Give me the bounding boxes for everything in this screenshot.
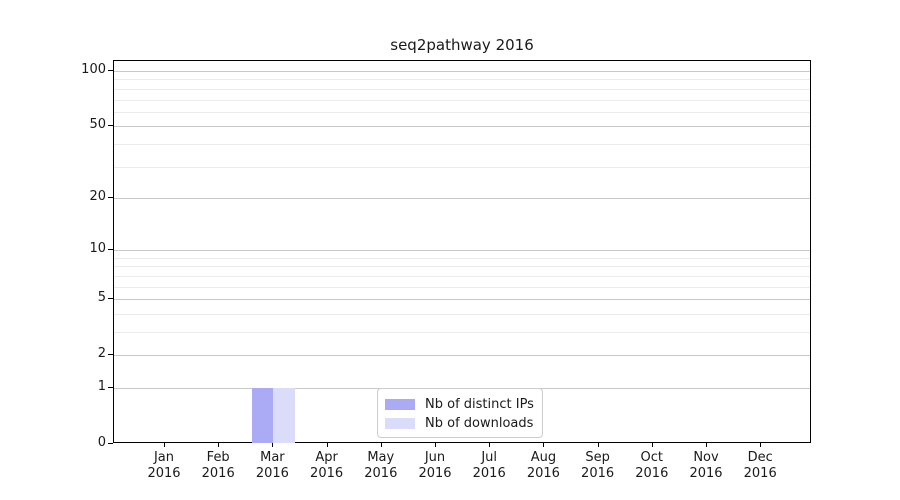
x-tick-mark — [218, 443, 220, 447]
gridline-minor — [114, 257, 810, 259]
x-tick-label: Oct 2016 — [635, 450, 669, 481]
gridline-major — [114, 197, 810, 199]
y-tick-mark — [108, 249, 113, 251]
gridline-minor — [114, 166, 810, 168]
x-tick-mark — [164, 443, 165, 447]
y-tick-label: 20 — [89, 188, 106, 204]
x-tick-label: Sep 2016 — [581, 450, 615, 481]
gridline-major — [114, 126, 810, 128]
gridline-minor — [114, 79, 810, 81]
x-tick-mark — [597, 443, 599, 447]
gridline-minor — [114, 266, 810, 268]
y-tick-label: 5 — [97, 290, 106, 306]
x-tick-mark — [489, 443, 491, 447]
gridline-minor — [114, 332, 810, 333]
gridline-minor — [114, 286, 810, 288]
y-tick-label: 100 — [81, 62, 106, 77]
x-tick-label: Nov 2016 — [689, 450, 723, 481]
gridline-major — [114, 71, 810, 72]
y-tick-mark — [108, 196, 113, 198]
legend-swatch-distinct-ips — [385, 399, 415, 410]
x-tick-mark — [706, 443, 707, 447]
legend: Nb of distinct IPs Nb of downloads — [377, 388, 543, 438]
legend-swatch-downloads — [385, 418, 415, 429]
x-tick-mark — [760, 443, 762, 447]
y-tick-mark — [108, 443, 113, 444]
y-tick-mark — [108, 354, 113, 356]
x-tick-mark — [435, 443, 436, 447]
y-tick-label: 1 — [97, 379, 106, 394]
legend-label-downloads: Nb of downloads — [425, 415, 534, 431]
gridline-minor — [114, 88, 810, 90]
x-tick-label: Feb 2016 — [201, 450, 235, 481]
y-tick-mark — [108, 70, 113, 71]
gridline-minor — [114, 143, 810, 145]
y-tick-mark — [108, 125, 113, 127]
y-tick-mark — [108, 387, 113, 388]
bar-downloads — [273, 388, 295, 443]
x-tick-label: Jan 2016 — [147, 450, 181, 481]
chart-title: seq2pathway 2016 — [390, 36, 534, 54]
gridline-major — [114, 355, 810, 357]
y-tick-label: 0 — [97, 435, 106, 450]
y-tick-label: 50 — [89, 117, 106, 133]
x-tick-mark — [651, 443, 653, 447]
x-tick-mark — [380, 443, 382, 447]
x-tick-mark — [272, 443, 274, 447]
x-tick-label: Aug 2016 — [526, 450, 560, 481]
x-tick-label: Dec 2016 — [743, 450, 777, 481]
x-tick-label: Jun 2016 — [418, 450, 452, 481]
legend-label-distinct-ips: Nb of distinct IPs — [425, 396, 534, 412]
gridline-major — [114, 250, 810, 252]
y-tick-label: 2 — [97, 346, 106, 362]
bar-distinct-ips — [251, 388, 274, 443]
x-tick-mark — [543, 443, 545, 447]
x-tick-label: Jul 2016 — [472, 450, 506, 481]
y-tick-label: 10 — [89, 241, 106, 257]
x-tick-label: Mar 2016 — [255, 450, 289, 481]
x-tick-mark — [326, 443, 328, 447]
gridline-minor — [114, 313, 810, 315]
y-tick-mark — [108, 298, 113, 300]
x-tick-label: Apr 2016 — [310, 450, 344, 481]
gridline-minor — [114, 111, 810, 113]
gridline-minor — [114, 99, 810, 101]
legend-item-downloads: Nb of downloads — [385, 414, 534, 433]
plot-area — [113, 60, 811, 443]
x-tick-label: May 2016 — [364, 450, 398, 481]
legend-item-distinct-ips: Nb of distinct IPs — [385, 395, 534, 414]
gridline-major — [114, 299, 810, 301]
gridline-minor — [114, 275, 810, 277]
